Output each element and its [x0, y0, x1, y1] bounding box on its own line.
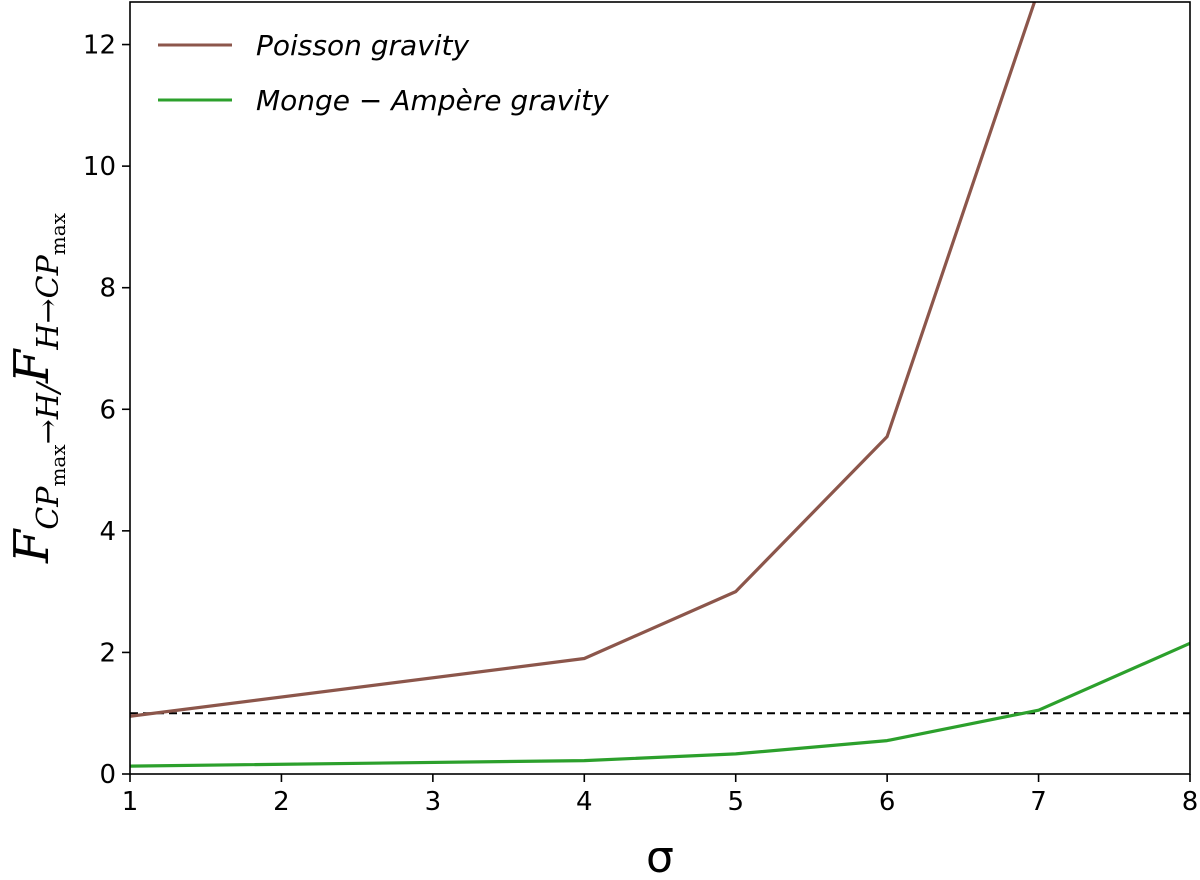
y-tick-label: 12 [83, 31, 116, 61]
y-label-max1: max [46, 444, 70, 487]
x-tick-label: 7 [1030, 787, 1047, 817]
x-axis-ticks: 1 2 3 4 5 6 7 8 [122, 774, 1199, 817]
y-axis-ticks: 0 2 4 6 8 10 12 [83, 31, 130, 790]
x-tick-label: 6 [879, 787, 896, 817]
y-label-cp1: CP [31, 486, 66, 530]
y-tick-label: 2 [99, 638, 116, 668]
y-label-arrow2: → [31, 298, 66, 323]
plot-frame [129, 1, 1191, 775]
y-label-f1: F [4, 528, 60, 564]
legend-label-poisson: Poisson gravity [256, 29, 470, 62]
y-label-h: H [31, 323, 66, 351]
series-layer [130, 2, 1190, 768]
y-tick-label: 6 [99, 395, 116, 425]
x-tick-label: 2 [273, 787, 290, 817]
y-label-max2: max [46, 212, 70, 255]
y-label-cp2: CP [31, 254, 66, 298]
legend: Poisson gravity Monge − Ampère gravity [158, 29, 609, 117]
y-tick-label: 0 [99, 760, 116, 790]
x-tick-label: 3 [425, 787, 442, 817]
x-tick-label: 5 [727, 787, 744, 817]
x-tick-label: 8 [1182, 787, 1199, 817]
y-tick-label: 4 [99, 517, 116, 547]
x-axis-label: σ [646, 832, 674, 880]
y-label-f2: F [4, 348, 60, 384]
y-tick-label: 8 [99, 274, 116, 304]
series-line-1 [130, 641, 1190, 768]
legend-label-monge-ampere: Monge − Ampère gravity [256, 84, 609, 117]
series-line-0 [130, 2, 1037, 718]
x-tick-label: 4 [576, 787, 593, 817]
y-tick-label: 10 [83, 152, 116, 182]
y-axis-label: FCPmax→H/FH→CPmax [4, 212, 70, 564]
x-tick-label: 1 [122, 787, 139, 817]
y-label-arrow-h: →H/ [31, 380, 66, 444]
svg-text:FCPmax→H/FH→CPmax: FCPmax→H/FH→CPmax [4, 212, 70, 564]
